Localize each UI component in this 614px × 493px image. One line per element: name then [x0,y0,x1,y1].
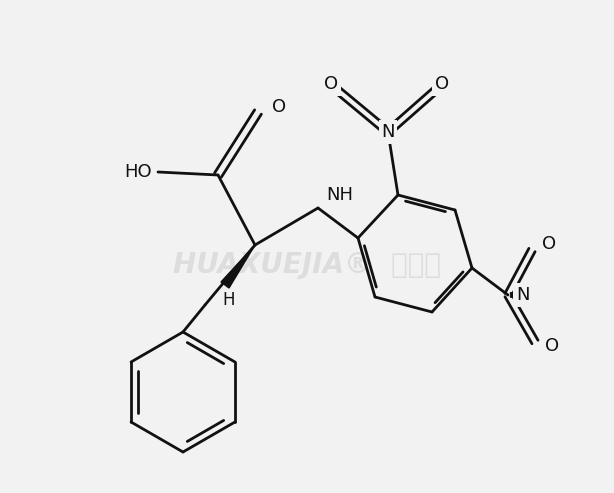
Text: N: N [516,286,529,304]
Text: O: O [545,337,559,355]
Text: H: H [223,291,235,309]
Text: O: O [272,98,286,116]
Text: O: O [542,235,556,253]
Text: NH: NH [326,186,353,204]
Text: N: N [381,123,395,141]
Text: HUAXUEJIA®  化学加: HUAXUEJIA® 化学加 [173,251,441,279]
Text: HO: HO [125,163,152,181]
Text: O: O [324,75,338,93]
Text: O: O [435,75,449,93]
Polygon shape [221,245,255,288]
